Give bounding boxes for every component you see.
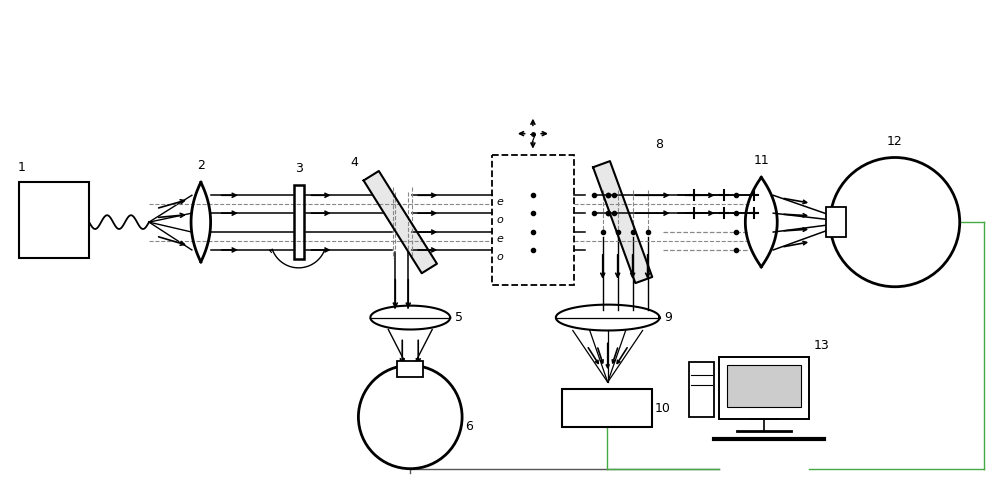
- Bar: [19, 182, 89, 258]
- Bar: [727, 365, 801, 407]
- Text: 4: 4: [351, 155, 359, 168]
- Text: 6: 6: [465, 421, 473, 434]
- Polygon shape: [364, 171, 437, 273]
- Bar: [689, 363, 714, 417]
- Polygon shape: [593, 161, 652, 283]
- Text: 13: 13: [814, 339, 830, 352]
- Text: 10: 10: [655, 402, 670, 414]
- Text: 9: 9: [665, 311, 672, 324]
- Text: o: o: [496, 252, 503, 262]
- Text: e: e: [496, 197, 503, 207]
- Text: 5: 5: [455, 311, 463, 324]
- Bar: [492, 155, 574, 285]
- Bar: [397, 362, 423, 377]
- Text: 8: 8: [655, 138, 663, 151]
- Text: e: e: [496, 234, 503, 244]
- Bar: [294, 185, 304, 259]
- Text: 7: 7: [529, 133, 537, 146]
- Text: 2: 2: [197, 159, 205, 172]
- Text: o: o: [496, 215, 503, 225]
- Text: 12: 12: [887, 135, 903, 148]
- Text: 3: 3: [295, 162, 302, 175]
- Text: 1: 1: [17, 161, 25, 174]
- Text: 11: 11: [753, 154, 769, 167]
- Bar: [826, 207, 846, 237]
- Bar: [719, 357, 809, 419]
- Bar: [562, 389, 652, 427]
